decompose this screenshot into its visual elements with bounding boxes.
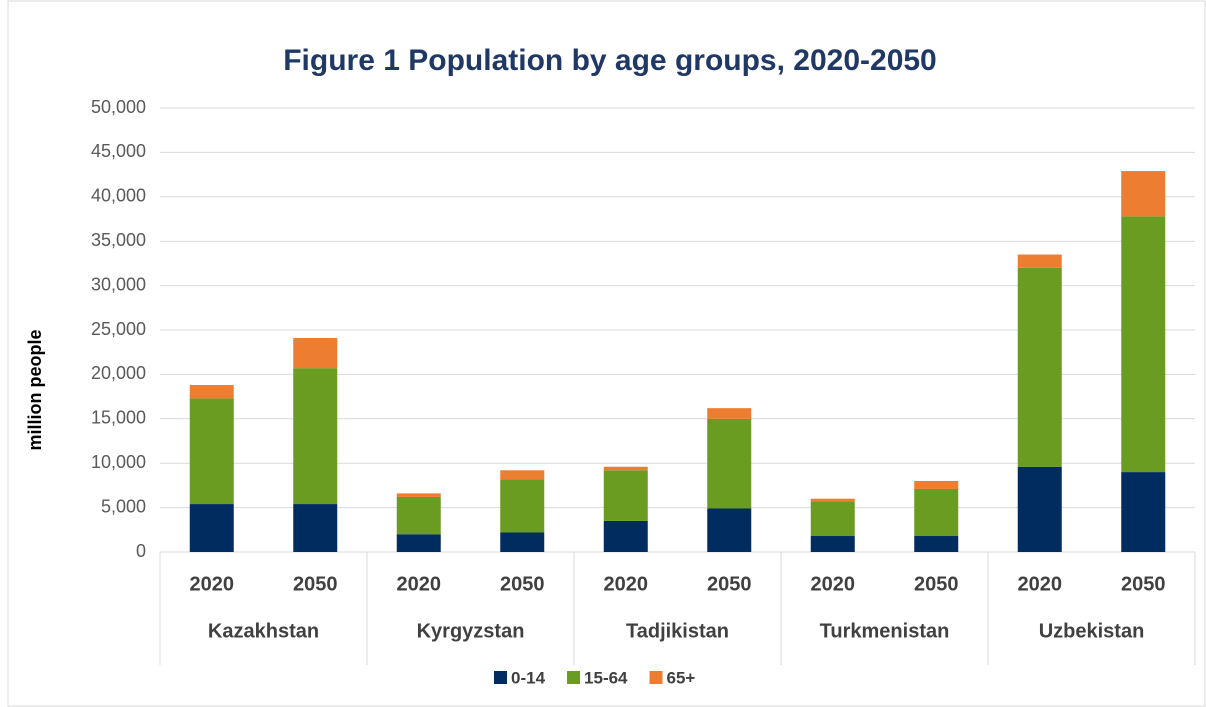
x-tick-label: 2050 <box>1121 573 1166 595</box>
bar-segment <box>707 408 752 419</box>
bar-segment <box>603 470 648 521</box>
bar-segment <box>500 470 545 480</box>
bar-segment <box>1017 254 1062 268</box>
group-label: Tadjikistan <box>626 620 729 642</box>
bar-segment <box>189 398 234 505</box>
x-tick-label: 2050 <box>707 573 752 595</box>
bar-segment <box>810 536 855 552</box>
bar-segment <box>500 479 545 533</box>
y-tick-label: 20,000 <box>91 363 146 383</box>
bar-segment <box>396 534 441 552</box>
legend-label: 15-64 <box>584 668 628 687</box>
y-tick-label: 30,000 <box>91 274 146 294</box>
y-tick-label: 35,000 <box>91 230 146 250</box>
x-tick-label: 2020 <box>604 573 649 595</box>
bar-segment <box>396 493 441 497</box>
bar-segment <box>1017 267 1062 467</box>
bar-segment <box>189 385 234 399</box>
bar-segment <box>500 532 545 552</box>
y-tick-label: 25,000 <box>91 319 146 339</box>
bar-segment <box>189 504 234 552</box>
bar-segment <box>1121 472 1166 552</box>
bar-segment <box>914 488 959 537</box>
y-axis-label: million people <box>25 329 45 450</box>
y-tick-label: 10,000 <box>91 452 146 472</box>
legend-swatch <box>649 671 663 684</box>
bar-segment <box>603 520 648 552</box>
legend-label: 65+ <box>667 668 696 687</box>
legend-swatch <box>494 671 507 684</box>
y-tick-label: 40,000 <box>91 186 146 206</box>
x-tick-label: 2050 <box>914 573 959 595</box>
y-tick-label: 45,000 <box>91 141 146 161</box>
bar-segment <box>707 418 752 509</box>
y-tick-label: 15,000 <box>91 408 146 428</box>
x-tick-label: 2050 <box>500 573 545 595</box>
group-label: Kazakhstan <box>208 620 319 642</box>
legend-swatch <box>567 671 581 684</box>
y-tick-label: 50,000 <box>91 97 146 117</box>
bar-segment <box>707 508 752 552</box>
y-tick-label: 5,000 <box>101 496 146 516</box>
x-tick-label: 2020 <box>397 573 442 595</box>
x-tick-label: 2050 <box>293 573 338 595</box>
bar-segment <box>1121 216 1166 473</box>
legend-label: 0-14 <box>511 668 546 687</box>
x-tick-label: 2020 <box>1018 573 1063 595</box>
bar-segment <box>914 536 959 552</box>
chart-border <box>7 0 1206 707</box>
x-tick-label: 2020 <box>811 573 856 595</box>
bar-segment <box>1121 171 1166 217</box>
group-label: Turkmenistan <box>820 620 950 642</box>
bar-segment <box>810 498 855 502</box>
y-tick-label: 0 <box>136 541 146 561</box>
bar-segment <box>293 337 338 369</box>
bar-segment <box>914 480 959 489</box>
bar-segment <box>293 504 338 552</box>
group-label: Kyrgyzstan <box>417 620 525 642</box>
group-label: Uzbekistan <box>1039 620 1145 642</box>
x-tick-label: 2020 <box>190 573 235 595</box>
bar-segment <box>293 368 338 505</box>
bar-segment <box>810 501 855 537</box>
bar-segment <box>1017 466 1062 552</box>
chart-title: Figure 1 Population by age groups, 2020-… <box>283 44 937 77</box>
bar-segment <box>396 496 441 535</box>
bar-segment <box>603 466 648 471</box>
